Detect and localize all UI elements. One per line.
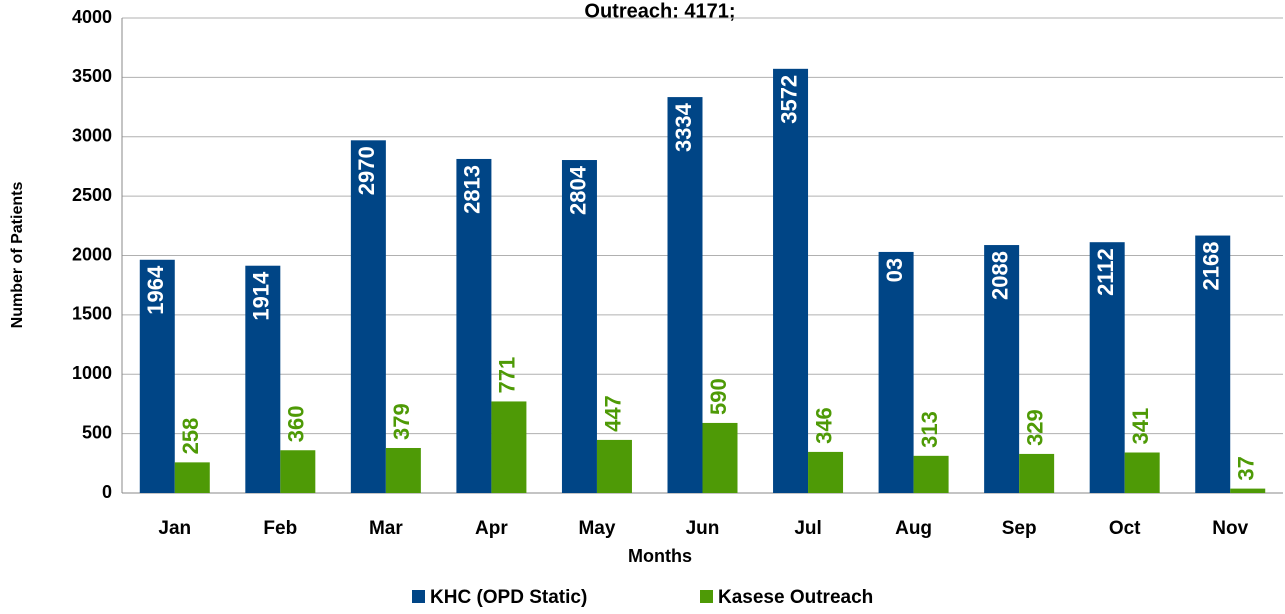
y-tick-label: 0 — [102, 482, 112, 502]
y-tick-label: 1500 — [72, 304, 112, 324]
value-label: 341 — [1128, 408, 1153, 445]
value-label: 2804 — [565, 165, 590, 215]
bar — [596, 439, 632, 493]
value-label: 771 — [495, 357, 520, 394]
bar — [984, 245, 1020, 493]
value-label: 447 — [600, 395, 625, 432]
x-tick-label: May — [578, 518, 615, 539]
bar — [1089, 242, 1125, 493]
value-label: 2088 — [987, 251, 1012, 300]
x-tick-label: Aug — [895, 518, 932, 539]
x-tick-label: Nov — [1212, 518, 1248, 539]
value-label: 258 — [178, 418, 203, 455]
bar — [878, 251, 914, 493]
y-tick-label: 1000 — [72, 363, 112, 383]
legend-swatch — [700, 590, 713, 603]
bar — [913, 455, 949, 493]
x-tick-label: Oct — [1109, 518, 1141, 539]
bar — [808, 451, 844, 493]
bar — [350, 140, 386, 493]
bar — [773, 68, 809, 493]
value-label: 2813 — [460, 165, 485, 214]
bar — [139, 259, 175, 493]
value-label: 2112 — [1093, 248, 1118, 296]
y-tick-label: 3500 — [72, 66, 112, 86]
legend-label: Kasese Outreach — [718, 587, 873, 608]
value-label: 1914 — [249, 271, 274, 321]
bar — [280, 450, 316, 493]
chart-title: Outreach: 4171; — [584, 0, 735, 22]
value-label: 03 — [882, 258, 907, 282]
bar — [667, 97, 703, 494]
bar — [561, 160, 597, 493]
bar — [1124, 452, 1160, 493]
y-axis-title: Number of Patients — [9, 182, 26, 329]
bar — [491, 401, 527, 493]
y-tick-label: 3000 — [72, 126, 112, 146]
legend-swatch — [412, 590, 425, 603]
x-tick-label: Mar — [369, 518, 403, 539]
value-label: 2970 — [354, 146, 379, 195]
bar — [702, 422, 738, 493]
value-label: 346 — [811, 407, 836, 444]
value-label: 1964 — [143, 265, 168, 315]
x-tick-label: Feb — [263, 518, 297, 539]
value-label: 2168 — [1199, 242, 1224, 291]
value-label: 360 — [284, 406, 309, 443]
value-label: 329 — [1022, 409, 1047, 446]
bar — [1019, 453, 1055, 493]
bar — [174, 462, 210, 493]
x-tick-label: Jun — [686, 518, 720, 539]
bar — [245, 265, 281, 493]
value-label: 3334 — [671, 102, 696, 152]
value-label: 590 — [706, 378, 731, 415]
x-tick-label: Jan — [158, 518, 191, 539]
value-label: 313 — [917, 411, 942, 448]
bar — [456, 158, 492, 494]
bar — [1195, 235, 1231, 494]
y-tick-label: 500 — [82, 422, 112, 442]
y-tick-label: 4000 — [72, 7, 112, 27]
value-label: 3572 — [776, 75, 801, 124]
legend-label: KHC (OPD Static) — [430, 587, 587, 608]
bar — [1230, 488, 1266, 493]
x-axis-title: Months — [628, 546, 692, 566]
x-tick-label: Apr — [475, 518, 508, 539]
x-tick-label: Sep — [1002, 518, 1037, 539]
value-label: 37 — [1234, 456, 1259, 480]
bar — [385, 447, 421, 493]
value-label: 379 — [389, 403, 414, 440]
y-tick-label: 2000 — [72, 244, 112, 264]
x-tick-label: Jul — [794, 518, 821, 539]
y-tick-label: 2500 — [72, 185, 112, 205]
